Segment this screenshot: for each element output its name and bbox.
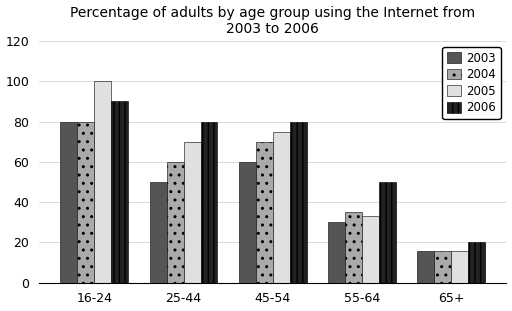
Bar [434,250,451,283]
Bar [184,142,201,283]
Bar [417,250,434,283]
Bar [166,162,184,283]
Bar [290,122,307,283]
Bar [328,222,345,283]
Bar [273,132,290,283]
Bar [111,101,128,283]
Bar [256,142,273,283]
Bar [468,243,485,283]
Bar [77,122,94,283]
Legend: 2003, 2004, 2005, 2006: 2003, 2004, 2005, 2006 [442,47,501,119]
Bar [150,182,166,283]
Bar [94,81,111,283]
Bar [451,250,468,283]
Bar [60,122,77,283]
Bar [239,162,256,283]
Bar [345,212,362,283]
Title: Percentage of adults by age group using the Internet from
2003 to 2006: Percentage of adults by age group using … [70,6,475,36]
Bar [379,182,396,283]
Bar [362,216,379,283]
Bar [201,122,218,283]
